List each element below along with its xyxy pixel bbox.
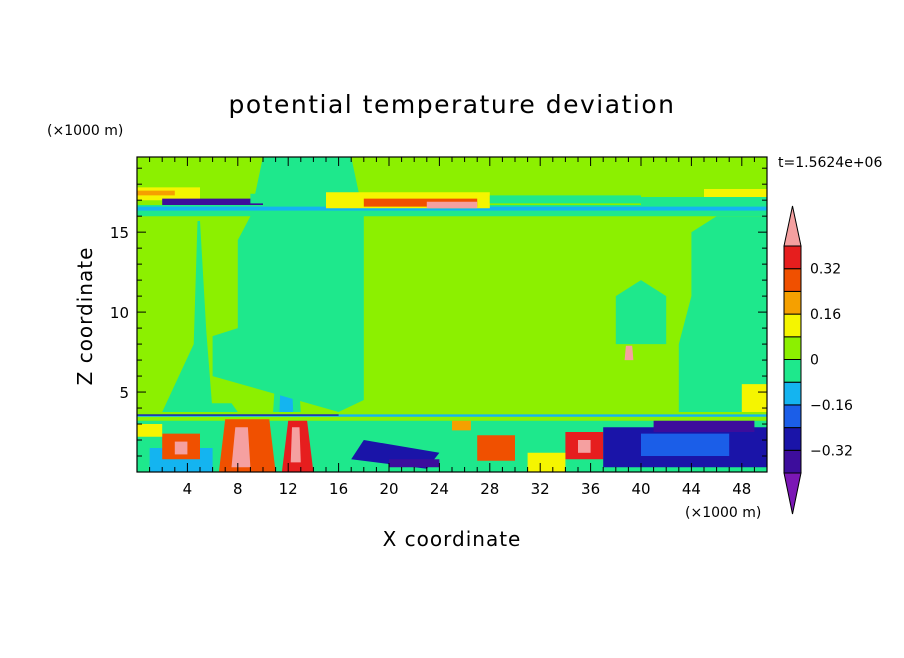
x-axis-unit: (×1000 m) <box>685 505 761 521</box>
colorbar: 0.32 0.16 0 −0.16 −0.32 <box>783 205 853 515</box>
contour-region-30 <box>615 280 667 345</box>
contour-region-14 <box>477 435 515 461</box>
contour-region-45 <box>624 345 634 361</box>
x-axis-label: X coordinate <box>383 527 522 551</box>
time-label: t=1.5624e+06 <box>778 155 882 171</box>
colorbar-tick-label: −0.32 <box>810 443 853 459</box>
contour-region-8 <box>290 427 301 463</box>
colorbar-segment <box>783 427 802 451</box>
contour-region-46 <box>741 384 767 412</box>
x-tick-label: 16 <box>329 480 348 498</box>
colorbar-max-extend <box>783 205 802 247</box>
y-tick-label: 15 <box>110 224 129 242</box>
colorbar-tick-label: −0.16 <box>810 398 853 414</box>
contour-region-44 <box>641 197 767 205</box>
x-tick-label: 4 <box>183 480 193 498</box>
x-tick-label: 24 <box>430 480 449 498</box>
colorbar-min-extend <box>783 472 802 515</box>
colorbar-segment <box>783 404 802 429</box>
y-tick-label: 5 <box>119 384 129 402</box>
x-tick-label: 48 <box>732 480 751 498</box>
colorbar-segment <box>783 336 802 360</box>
contour-region-21 <box>452 420 471 431</box>
x-tick-label: 36 <box>581 480 600 498</box>
colorbar-segment <box>783 313 802 338</box>
y-tick-label: 10 <box>110 304 129 322</box>
contour-region-37 <box>162 198 263 205</box>
x-axis: 4 8 12 16 20 24 28 32 36 40 44 48 <box>149 157 755 498</box>
colorbar-segment <box>783 268 802 292</box>
contour-region-6 <box>231 427 251 468</box>
x-tick-label: 40 <box>631 480 650 498</box>
y-axis: 5 10 15 <box>110 167 767 457</box>
colorbar-segment <box>783 245 802 270</box>
contour-region-36 <box>137 190 175 196</box>
contour-region-43 <box>489 195 641 204</box>
contour-region-19 <box>653 420 755 432</box>
contour-region-20 <box>527 452 566 472</box>
contour-region-11 <box>137 424 163 437</box>
colorbar-segment <box>783 381 802 406</box>
contour-region-28 <box>212 157 364 412</box>
plot-area <box>136 156 768 473</box>
y-axis-unit: (×1000 m) <box>47 123 123 139</box>
x-tick-label: 12 <box>279 480 298 498</box>
colorbar-segment <box>783 290 802 315</box>
contour-region-40 <box>426 201 478 209</box>
contour-region-27 <box>137 221 198 412</box>
colorbar-tick-label: 0.32 <box>810 262 841 278</box>
x-tick-label: 44 <box>682 480 701 498</box>
contour-region-16 <box>578 440 591 453</box>
colorbar-tick-label: 0.16 <box>810 307 841 323</box>
x-tick-label: 20 <box>379 480 398 498</box>
contour-region-31 <box>678 216 767 412</box>
x-tick-label: 8 <box>233 480 243 498</box>
contour-region-18 <box>641 433 730 456</box>
contour-region-34 <box>137 206 767 211</box>
contour-region-10 <box>174 441 188 455</box>
x-tick-label: 32 <box>531 480 550 498</box>
colorbar-segment <box>783 359 802 383</box>
colorbar-segment <box>783 449 802 474</box>
contour-region-42 <box>250 193 314 204</box>
contour-region-4 <box>137 414 339 416</box>
y-axis-label: Z coordinate <box>73 247 97 386</box>
x-tick-label: 28 <box>480 480 499 498</box>
chart-title: potential temperature deviation <box>229 90 676 119</box>
colorbar-tick-label: 0 <box>810 353 819 369</box>
contour-region-13 <box>389 459 440 468</box>
